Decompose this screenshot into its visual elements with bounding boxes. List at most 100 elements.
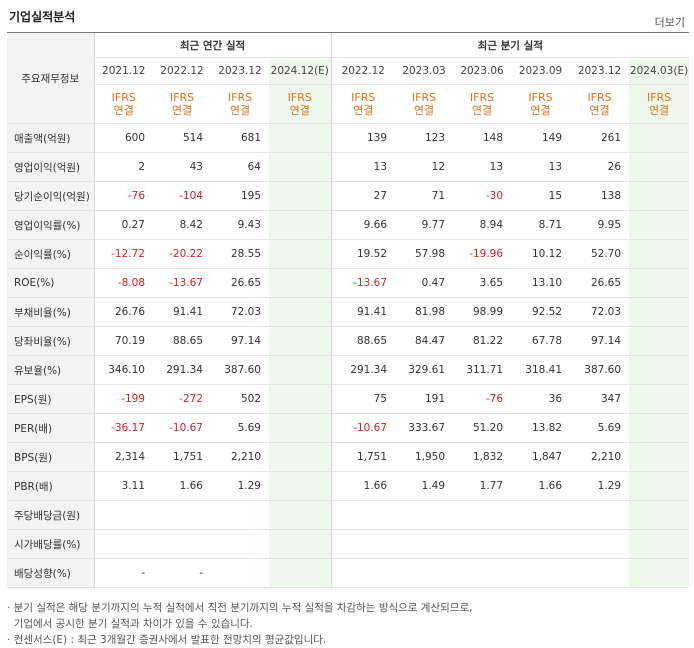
footnote-line-3: · 컨센서스(E) : 최근 3개월간 증권사에서 발표한 전망치의 평균값입니… [7,634,327,646]
standard-bottom-label: 연결 [229,104,251,117]
table-cell [269,500,332,530]
standard-top-label: IFRS [169,91,195,104]
table-cell: -199 [93,384,153,414]
row-label: ROE(%) [7,268,94,298]
table-cell: 13 [330,152,396,182]
table-cell: 1,751 [153,442,211,472]
table-cell [269,152,332,182]
table-row: EPS(원) -199 -272 502 75 191 -76 36 347 [7,384,690,414]
table-row: 당기순이익(억원) -76 -104 195 27 71 -30 15 138 [7,181,690,211]
table-row: 영업이익률(%) 0.27 8.42 9.43 9.66 9.77 8.94 8.71 9.95 [7,210,690,240]
table-cell [330,558,396,588]
accounting-standard-header: IFRS 연결 [453,84,512,124]
table-cell: 123 [395,123,454,153]
period-header: 2023.06 [453,57,512,85]
table-cell [629,442,690,472]
table-cell [629,355,690,385]
table-cell: 681 [211,123,269,153]
more-link[interactable]: 더보기 [654,16,685,29]
table-cell: 70.19 [93,326,153,356]
table-cell: 139 [330,123,396,153]
standard-top-label: IFRS [587,91,612,104]
table-cell: 1.77 [453,471,512,501]
table-cell: 26 [570,152,630,182]
table-cell: 3.65 [453,268,512,298]
table-row: 유보율(%) 346.10 291.34 387.60 291.34 329.61 311.… [7,355,690,385]
table-cell: 1,832 [453,442,512,472]
footnote-line-1: · 분기 실적은 해당 분기까지의 누적 실적에서 직전 분기까지의 누적 실적… [7,602,473,614]
period-header: 2022.12 [153,57,211,85]
table-cell [511,500,571,530]
table-cell: 600 [93,123,153,153]
table-cell [629,471,690,501]
table-cell: 311.71 [453,355,512,385]
row-label: PBR(배) [7,471,94,501]
table-cell [93,529,153,559]
quarter-group-header: 최근 분기 실적 [330,33,690,58]
table-cell [629,558,690,588]
table-cell [453,558,512,588]
table-cell: 0.47 [395,268,454,298]
period-header: 2023.09 [511,57,571,85]
accounting-standard-header: IFRS 연결 [570,84,630,124]
table-cell: 191 [395,384,454,414]
row-header-label: 주요재무정보 [7,33,94,124]
table-cell: 13 [511,152,571,182]
row-label: 당기순이익(억원) [7,181,94,211]
table-cell: 67.78 [511,326,571,356]
table-cell: 92.52 [511,297,571,327]
table-cell [395,558,454,588]
standard-top-label: IFRS [646,91,672,104]
top-divider [7,32,689,33]
table-cell: 5.69 [211,413,269,443]
table-cell: 52.70 [570,239,630,269]
table-cell: 387.60 [211,355,269,385]
table-cell: 1,751 [330,442,396,472]
table-cell: 2,210 [211,442,269,472]
table-row: 시가배당률(%) [7,529,690,559]
standard-top-label: IFRS [469,91,495,104]
standard-bottom-label: 연결 [648,104,670,117]
standard-top-label: IFRS [351,91,376,104]
table-cell: 8.71 [511,210,571,240]
table-cell: 9.66 [330,210,396,240]
row-label: BPS(원) [7,442,94,472]
table-row: PBR(배) 3.11 1.66 1.29 1.66 1.49 1.77 1.66 1.29 [7,471,690,501]
table-cell [330,529,396,559]
table-cell: 1.66 [330,471,396,501]
table-cell [629,210,690,240]
table-cell: 149 [511,123,571,153]
table-cell [629,152,690,182]
period-header: 2024.03(E) [629,57,690,85]
table-cell [511,558,571,588]
table-cell [269,558,332,588]
table-cell [153,529,211,559]
table-cell: 13.82 [511,413,571,443]
table-row: 주당배당금(원) [7,500,690,530]
standard-top-label: IFRS [227,91,253,104]
standard-top-label: IFRS [411,91,437,104]
table-cell: 10.12 [511,239,571,269]
table-cell: 9.43 [211,210,269,240]
table-cell: -12.72 [93,239,153,269]
table-cell: 195 [211,181,269,211]
table-cell: 502 [211,384,269,414]
period-header: 2024.12(E) [269,57,332,85]
table-cell: 64 [211,152,269,182]
table-cell: 5.69 [570,413,630,443]
standard-bottom-label: 연결 [413,104,435,117]
table-cell [629,181,690,211]
table-cell: 1,950 [395,442,454,472]
table-cell: 514 [153,123,211,153]
table-cell: 97.14 [211,326,269,356]
table-row: 당좌비율(%) 70.19 88.65 97.14 88.65 84.47 81.22 67.… [7,326,690,356]
section-title: 기업실적분석 [9,10,76,24]
table-cell: 8.94 [453,210,512,240]
table-cell [269,529,332,559]
period-header: 2023.12 [570,57,630,85]
table-cell [269,297,332,327]
table-cell [570,529,630,559]
table-cell [269,181,332,211]
table-cell [629,529,690,559]
